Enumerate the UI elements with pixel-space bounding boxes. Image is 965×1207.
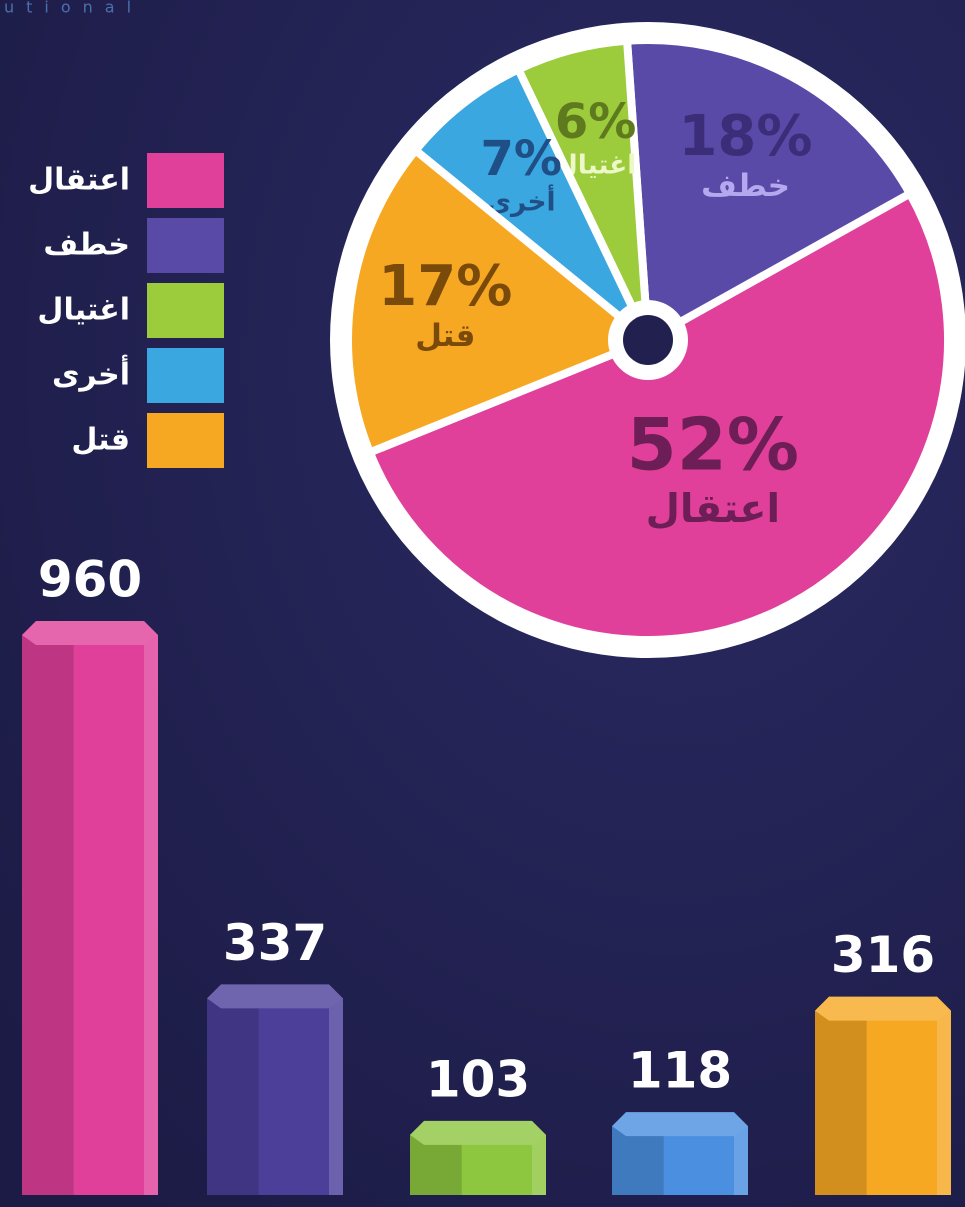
bar-cap-shade <box>22 621 158 645</box>
bar-cap <box>612 1112 748 1137</box>
legend-label: أخرى <box>52 355 130 393</box>
legend-label: اعتقال <box>28 163 130 198</box>
bar-right-face <box>532 1134 546 1195</box>
legend-label: خطف <box>43 228 130 263</box>
bar-value-label: 960 <box>38 551 142 609</box>
bar <box>22 635 158 1195</box>
bar-cap-shade <box>207 984 343 1009</box>
bar-value-label: 103 <box>426 1050 530 1108</box>
bar-right-face <box>937 1010 951 1195</box>
bar-left-face <box>207 998 259 1195</box>
bar-right-face <box>734 1126 748 1195</box>
slice-category-label: قتل <box>415 318 475 354</box>
slice-category-label: خطف <box>701 168 790 204</box>
slice-value-label: 6% <box>555 94 637 150</box>
slice-value-label: 7% <box>480 131 562 187</box>
slice-value-label: 52% <box>627 403 799 487</box>
bar-cap <box>410 1120 546 1145</box>
bar-cap-shade <box>612 1112 748 1137</box>
bar-value-label: 118 <box>628 1042 732 1100</box>
bar-left-face <box>22 635 74 1195</box>
bar-cap <box>22 621 158 645</box>
bar-left-face <box>612 1126 664 1195</box>
legend-swatch <box>147 153 224 208</box>
pie-slice <box>409 64 652 344</box>
bar <box>410 1134 546 1195</box>
pie-hole <box>623 315 673 365</box>
bar-left-face <box>815 1010 867 1195</box>
slice-value-label: 17% <box>378 254 512 319</box>
bar-cap <box>207 984 343 1009</box>
legend-label: قتل <box>71 423 130 458</box>
bar <box>815 1010 951 1195</box>
legend-swatch <box>147 348 224 403</box>
pie-slice <box>364 188 952 644</box>
bar-value-label: 337 <box>223 914 327 972</box>
legend-swatch <box>147 413 224 468</box>
bar <box>207 998 343 1195</box>
slice-category-label: اعتقال <box>646 486 780 532</box>
bar-cap-shade <box>815 996 951 1021</box>
bar-cap-shade <box>410 1120 546 1145</box>
legend-swatch <box>147 218 224 273</box>
slice-category-label: أخرى <box>487 184 556 217</box>
legend-swatch <box>147 283 224 338</box>
bar-right-face <box>329 998 343 1195</box>
bar-left-face <box>410 1134 462 1195</box>
bar-cap <box>815 996 951 1021</box>
slice-value-label: 18% <box>678 104 812 169</box>
watermark: utional <box>4 0 143 17</box>
legend-label: اغتيال <box>37 293 130 328</box>
bar <box>612 1126 748 1195</box>
bar-value-label: 316 <box>831 926 935 984</box>
bar-right-face <box>144 635 158 1195</box>
pie-slice <box>622 36 916 347</box>
pie-slice <box>344 144 656 458</box>
